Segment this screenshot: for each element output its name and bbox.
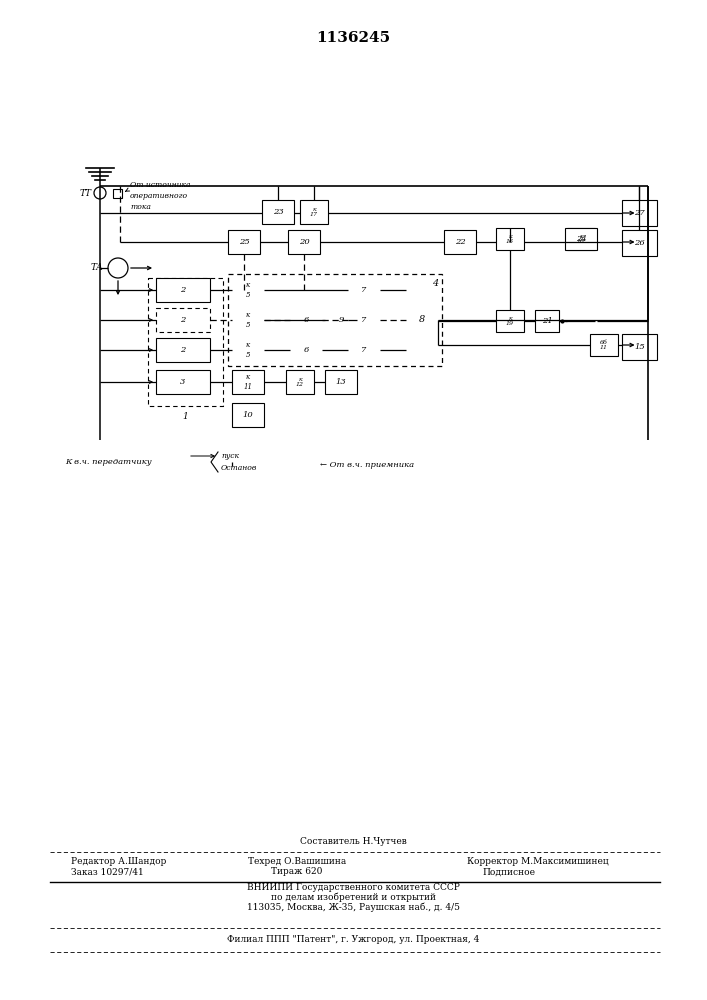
Text: 2: 2: [180, 286, 186, 294]
Text: к
5: к 5: [246, 311, 250, 329]
Text: к
12: к 12: [296, 377, 304, 387]
Text: к
5: к 5: [246, 281, 250, 299]
Text: ← От в.ч. приемника: ← От в.ч. приемника: [320, 461, 414, 469]
Text: 7: 7: [361, 346, 367, 354]
Bar: [622, 230, 657, 256]
Bar: [535, 310, 559, 332]
Bar: [228, 230, 260, 254]
Text: Заказ 10297/41: Заказ 10297/41: [71, 867, 144, 876]
Bar: [232, 338, 264, 362]
Bar: [156, 338, 210, 362]
Text: 20: 20: [298, 238, 310, 246]
Text: к
18: к 18: [577, 234, 585, 244]
Text: Корректор М.Максимишинец: Корректор М.Максимишинец: [467, 857, 608, 866]
Text: 4: 4: [432, 279, 438, 288]
Text: оперативного: оперативного: [130, 192, 188, 200]
Text: 8: 8: [419, 316, 425, 324]
Text: Тираж 620: Тираж 620: [271, 867, 322, 876]
Text: 24: 24: [575, 235, 586, 243]
Text: 10: 10: [243, 411, 253, 419]
Text: пуск: пуск: [221, 452, 239, 460]
Text: ТТ: ТТ: [80, 188, 92, 198]
Text: к
16: к 16: [506, 234, 514, 244]
Text: к
17: к 17: [310, 207, 318, 217]
Bar: [232, 370, 264, 394]
Text: 1136245: 1136245: [316, 31, 390, 45]
Text: 6: 6: [303, 316, 309, 324]
Text: 2: 2: [180, 316, 186, 324]
Text: к
19: к 19: [506, 316, 514, 326]
Bar: [232, 278, 264, 302]
Text: 13: 13: [336, 378, 346, 386]
Text: Составитель Н.Чутчев: Составитель Н.Чутчев: [300, 838, 407, 846]
Bar: [232, 403, 264, 427]
Text: 26: 26: [634, 239, 645, 247]
Bar: [565, 228, 597, 250]
Bar: [622, 334, 657, 360]
Bar: [232, 308, 264, 332]
Bar: [348, 308, 380, 332]
Bar: [286, 370, 314, 394]
Text: Техред О.Вашишина: Техред О.Вашишина: [248, 857, 346, 866]
Text: 1: 1: [182, 412, 188, 421]
Text: 7: 7: [361, 286, 367, 294]
Text: ТА: ТА: [90, 263, 103, 272]
Text: 2: 2: [180, 346, 186, 354]
Text: От источника: От источника: [130, 181, 190, 189]
Bar: [348, 338, 380, 362]
Text: тока: тока: [130, 203, 151, 211]
Text: по делам изобретений и открытий: по делам изобретений и открытий: [271, 892, 436, 902]
Bar: [567, 228, 595, 250]
Bar: [262, 200, 294, 224]
Text: Редактор А.Шандор: Редактор А.Шандор: [71, 857, 166, 866]
Text: 7: 7: [361, 316, 367, 324]
Bar: [290, 308, 322, 332]
Bar: [156, 308, 210, 332]
Bar: [496, 228, 524, 250]
Bar: [156, 278, 210, 302]
Text: Останов: Останов: [221, 464, 257, 472]
Bar: [290, 338, 322, 362]
Text: 9: 9: [339, 316, 344, 324]
Text: к
11: к 11: [243, 373, 252, 391]
Text: 21: 21: [542, 317, 552, 325]
Text: 3: 3: [180, 378, 186, 386]
Bar: [406, 278, 438, 362]
Bar: [444, 230, 476, 254]
Text: ВНИИПИ Государственного комитета СССР: ВНИИПИ Государственного комитета СССР: [247, 882, 460, 892]
Bar: [496, 310, 524, 332]
Text: 6б
11: 6б 11: [600, 340, 608, 350]
Bar: [325, 308, 357, 332]
Bar: [228, 274, 442, 366]
Text: 23: 23: [273, 208, 284, 216]
Text: 113035, Москва, Ж-35, Раушская наб., д. 4/5: 113035, Москва, Ж-35, Раушская наб., д. …: [247, 902, 460, 912]
Bar: [622, 200, 657, 226]
Text: 22: 22: [455, 238, 465, 246]
Text: Филиал ППП "Патент", г. Ужгород, ул. Проектная, 4: Филиал ППП "Патент", г. Ужгород, ул. Про…: [228, 936, 479, 944]
Bar: [156, 370, 210, 394]
Text: 15: 15: [634, 343, 645, 351]
Bar: [590, 334, 618, 356]
Bar: [325, 370, 357, 394]
Bar: [300, 200, 328, 224]
Text: 6: 6: [303, 346, 309, 354]
Text: 27: 27: [634, 209, 645, 217]
Text: Подписное: Подписное: [483, 867, 535, 876]
Text: 25: 25: [239, 238, 250, 246]
Bar: [288, 230, 320, 254]
Bar: [348, 278, 380, 302]
Text: К в.ч. передатчику: К в.ч. передатчику: [65, 458, 151, 466]
Text: к
5: к 5: [246, 341, 250, 359]
Bar: [114, 188, 122, 198]
Bar: [148, 278, 223, 406]
